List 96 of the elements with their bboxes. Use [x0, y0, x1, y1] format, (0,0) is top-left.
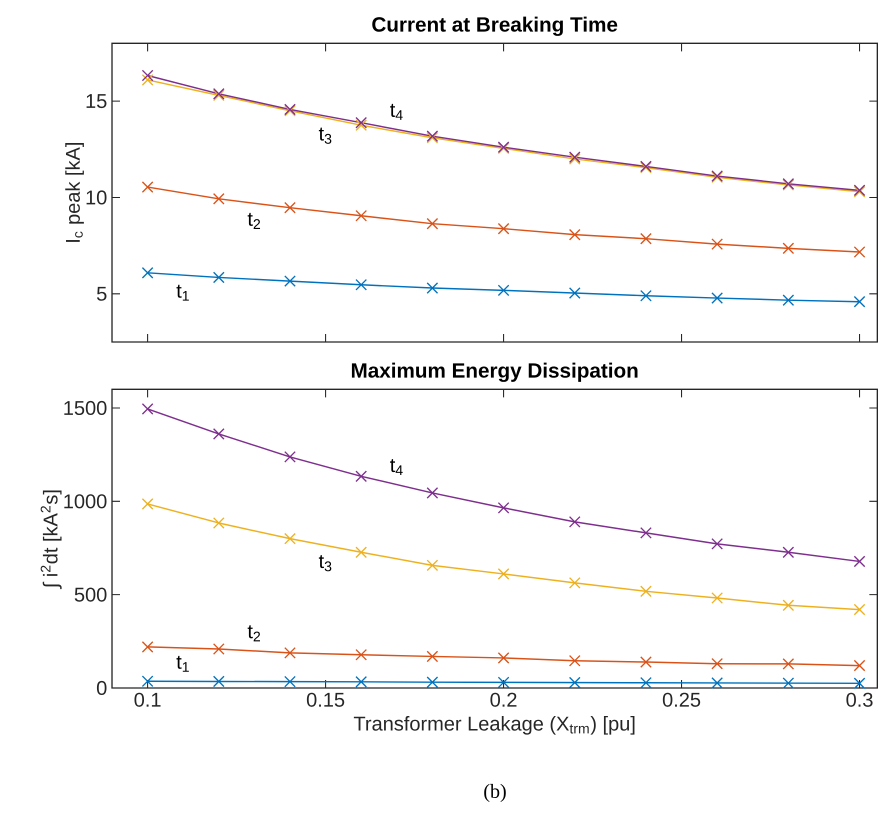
point	[284, 451, 296, 463]
point	[355, 278, 368, 291]
point	[284, 275, 296, 287]
point	[782, 658, 794, 670]
point	[782, 677, 794, 689]
point	[498, 652, 510, 664]
point	[640, 676, 652, 689]
y-tick-label: 10	[86, 190, 106, 205]
x-tick-label: 0.15	[306, 692, 344, 707]
y-axis-title: I$_{c}$ peak [kA]	[65, 143, 84, 242]
point	[212, 192, 225, 205]
point	[711, 292, 724, 304]
point	[498, 676, 510, 688]
point	[142, 266, 154, 279]
point	[426, 650, 438, 662]
y-axis-title: ∫ i$^{2}$dt [kA$^{2}$s]	[40, 490, 62, 590]
y-tick-label: 500	[74, 588, 106, 602]
point	[142, 181, 154, 193]
y-tick-label: 5	[96, 286, 106, 301]
point	[640, 232, 652, 245]
point	[284, 532, 296, 545]
series-label: t$_{2}$	[248, 212, 260, 229]
point	[568, 516, 581, 528]
point	[782, 546, 794, 558]
point	[355, 648, 368, 661]
point	[640, 527, 652, 539]
y-tick-label: 1500	[64, 400, 106, 416]
point	[711, 538, 724, 550]
point	[711, 677, 724, 689]
series-label: t$_{4}$	[390, 459, 403, 476]
point	[212, 272, 225, 284]
point	[426, 218, 438, 230]
point	[355, 210, 368, 222]
point	[284, 202, 296, 214]
point	[212, 428, 225, 440]
point	[498, 284, 510, 296]
chart-title: Current at Breaking Time	[372, 16, 618, 36]
point	[284, 647, 296, 659]
point	[284, 676, 296, 688]
x-axis-title: Transformer Leakage (X$_{trm}$) [pu]	[354, 716, 634, 735]
y-tick-label: 1000	[64, 494, 106, 508]
point	[568, 287, 581, 299]
x-tick-label: 0.25	[662, 692, 700, 707]
x-tick-label: 0.2	[490, 692, 516, 707]
y-tick-label: 15	[86, 94, 106, 108]
point	[640, 656, 652, 668]
point	[854, 677, 866, 690]
point	[498, 222, 510, 235]
point	[854, 296, 866, 308]
point	[568, 676, 581, 688]
chart-title: Maximum Energy Dissipation	[352, 362, 638, 382]
point	[355, 470, 368, 482]
point	[782, 242, 794, 254]
point	[212, 643, 225, 655]
text: (b)	[484, 784, 506, 802]
point	[355, 546, 368, 558]
series-label: t$_{1}$	[176, 284, 189, 301]
point	[212, 676, 225, 688]
point	[142, 70, 154, 82]
point	[142, 675, 154, 688]
point	[568, 228, 581, 241]
point	[568, 654, 581, 667]
point	[355, 116, 368, 129]
point	[711, 592, 724, 604]
point	[498, 568, 510, 580]
point	[854, 604, 866, 616]
point	[212, 517, 225, 529]
point	[711, 238, 724, 250]
point	[142, 403, 154, 415]
point	[426, 282, 438, 294]
point	[711, 658, 724, 670]
series-label: t$_{2}$	[248, 625, 260, 642]
point	[568, 577, 581, 589]
point	[498, 502, 510, 514]
point	[640, 585, 652, 598]
point	[355, 676, 368, 688]
point	[426, 559, 438, 572]
point	[854, 556, 866, 568]
point	[142, 641, 154, 653]
point	[426, 487, 438, 499]
point	[142, 74, 154, 86]
point	[355, 119, 368, 132]
point	[854, 246, 866, 258]
y-tick-label: 0	[96, 680, 107, 696]
series-label: t$_{1}$	[176, 656, 189, 672]
point	[640, 290, 652, 302]
point	[426, 676, 438, 688]
point	[782, 294, 794, 306]
point	[782, 599, 794, 612]
series-label: t$_{3}$	[318, 128, 332, 144]
series-label: t$_{4}$	[390, 104, 403, 120]
x-tick-label: 0.1	[134, 692, 161, 707]
point	[142, 498, 154, 510]
point	[854, 660, 866, 672]
x-tick-label: 0.3	[846, 692, 873, 707]
series-label: t$_{3}$	[318, 555, 332, 572]
